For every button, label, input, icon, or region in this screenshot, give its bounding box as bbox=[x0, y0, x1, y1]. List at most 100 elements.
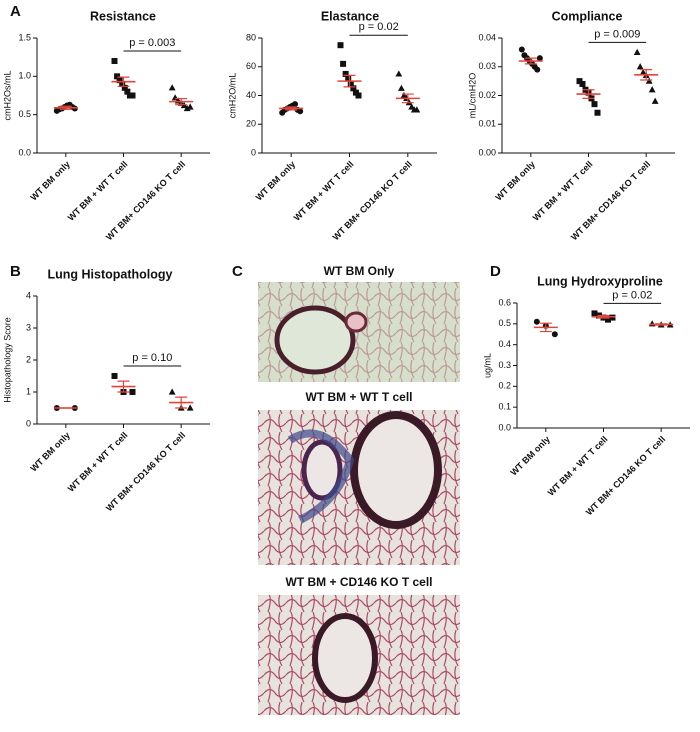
histology-image bbox=[258, 410, 460, 565]
data-point bbox=[345, 75, 352, 82]
panel-label: C bbox=[232, 263, 243, 280]
significance-label: p = 0.10 bbox=[132, 352, 172, 364]
y-tick-label: 60 bbox=[246, 61, 256, 71]
data-point bbox=[609, 314, 616, 321]
data-point bbox=[168, 84, 176, 91]
sem-bar bbox=[401, 93, 414, 104]
y-tick-label: 40 bbox=[246, 90, 256, 100]
y-tick-label: 0.4 bbox=[498, 339, 511, 349]
sem-bar bbox=[582, 89, 595, 99]
data-point bbox=[633, 48, 641, 55]
histology-image bbox=[258, 282, 460, 382]
data-point bbox=[121, 84, 128, 91]
data-point bbox=[114, 73, 121, 80]
significance-label: p = 0.02 bbox=[612, 289, 652, 301]
y-tick-label: 2 bbox=[26, 354, 31, 364]
data-point bbox=[639, 68, 647, 76]
y-tick-label: 3 bbox=[26, 322, 31, 332]
histology-title: WT BM Only bbox=[324, 264, 395, 278]
data-point bbox=[579, 81, 586, 87]
x-tick-label: WT BM + WT T cell bbox=[531, 159, 595, 223]
y-tick-label: 1 bbox=[26, 386, 31, 396]
data-point bbox=[551, 331, 558, 338]
data-point bbox=[342, 70, 349, 77]
y-tick-label: 0 bbox=[26, 418, 31, 428]
data-point bbox=[347, 81, 354, 87]
y-tick-label: 0.0 bbox=[18, 147, 31, 157]
data-point bbox=[395, 70, 403, 77]
sem-bar bbox=[117, 76, 130, 87]
y-tick-label: 0.00 bbox=[478, 147, 496, 157]
y-axis-label: cmH2O/mL bbox=[227, 73, 237, 119]
panel-label: D bbox=[490, 263, 501, 280]
sem-bar bbox=[343, 74, 356, 88]
x-tick-label: WT BM + WT T cell bbox=[66, 430, 130, 494]
y-axis-label: Histopathology Score bbox=[2, 317, 12, 403]
y-tick-label: 0.0 bbox=[498, 422, 511, 432]
y-tick-label: 0.5 bbox=[18, 109, 31, 119]
y-tick-label: 20 bbox=[246, 119, 256, 129]
y-tick-label: 0.2 bbox=[498, 381, 511, 391]
data-point bbox=[297, 108, 304, 115]
data-point bbox=[645, 77, 653, 84]
x-tick-label: WT BM only bbox=[493, 159, 536, 202]
x-tick-label: WT BM only bbox=[508, 434, 551, 477]
chart-title: Lung Hydroxyproline bbox=[537, 274, 663, 288]
significance-label: p = 0.003 bbox=[129, 37, 175, 49]
y-axis-label: ug/mL bbox=[482, 353, 492, 378]
sem-bar bbox=[524, 57, 537, 65]
data-point bbox=[129, 389, 136, 395]
data-point bbox=[591, 310, 598, 317]
data-point bbox=[648, 320, 656, 327]
chart-title: Elastance bbox=[321, 9, 379, 23]
y-axis-label: cmH2Os/mL bbox=[2, 70, 12, 120]
sem-bar bbox=[597, 314, 610, 319]
data-point bbox=[116, 77, 123, 84]
data-point bbox=[340, 60, 347, 67]
x-tick-label: WT BM only bbox=[28, 430, 71, 473]
data-point bbox=[292, 101, 299, 108]
sem-bar bbox=[59, 105, 72, 110]
data-point bbox=[350, 85, 357, 92]
y-tick-label: 0.02 bbox=[478, 90, 496, 100]
data-point bbox=[337, 42, 344, 49]
y-tick-label: 1.5 bbox=[18, 32, 31, 42]
y-tick-label: 0.03 bbox=[478, 61, 496, 71]
y-tick-label: 0.3 bbox=[498, 360, 511, 370]
sem-bar bbox=[285, 106, 298, 111]
y-tick-label: 0.01 bbox=[478, 119, 496, 129]
chart-title: Compliance bbox=[552, 9, 623, 23]
data-point bbox=[111, 373, 118, 379]
histology-title: WT BM + WT T cell bbox=[306, 390, 413, 404]
y-tick-label: 0 bbox=[251, 147, 256, 157]
y-tick-label: 0.6 bbox=[498, 297, 511, 307]
data-point bbox=[398, 84, 405, 91]
data-point bbox=[355, 92, 362, 99]
y-tick-label: 1.0 bbox=[18, 71, 31, 81]
data-point bbox=[605, 316, 611, 323]
panel-label: A bbox=[10, 3, 21, 20]
x-tick-label: WT BM + WT T cell bbox=[546, 434, 610, 498]
sem-bar bbox=[175, 396, 188, 409]
significance-label: p = 0.02 bbox=[359, 21, 399, 33]
y-tick-label: 0.04 bbox=[478, 32, 496, 42]
y-tick-label: 0.5 bbox=[498, 318, 511, 328]
chart-title: Resistance bbox=[90, 9, 156, 23]
panel-label: B bbox=[10, 263, 21, 280]
data-point bbox=[533, 318, 540, 325]
x-tick-label: WT BM only bbox=[28, 159, 71, 202]
data-point bbox=[186, 103, 194, 110]
data-point bbox=[594, 109, 601, 116]
significance-label: p = 0.009 bbox=[594, 28, 640, 40]
data-point bbox=[591, 101, 598, 108]
data-point bbox=[168, 388, 176, 395]
data-point bbox=[648, 86, 656, 93]
y-tick-label: 4 bbox=[26, 290, 31, 300]
y-axis-label: mL/cmH2O bbox=[467, 73, 477, 119]
data-point bbox=[518, 46, 525, 53]
data-point bbox=[111, 58, 118, 64]
sem-bar bbox=[655, 323, 668, 326]
y-tick-label: 0.1 bbox=[498, 402, 511, 412]
data-point bbox=[413, 106, 421, 113]
